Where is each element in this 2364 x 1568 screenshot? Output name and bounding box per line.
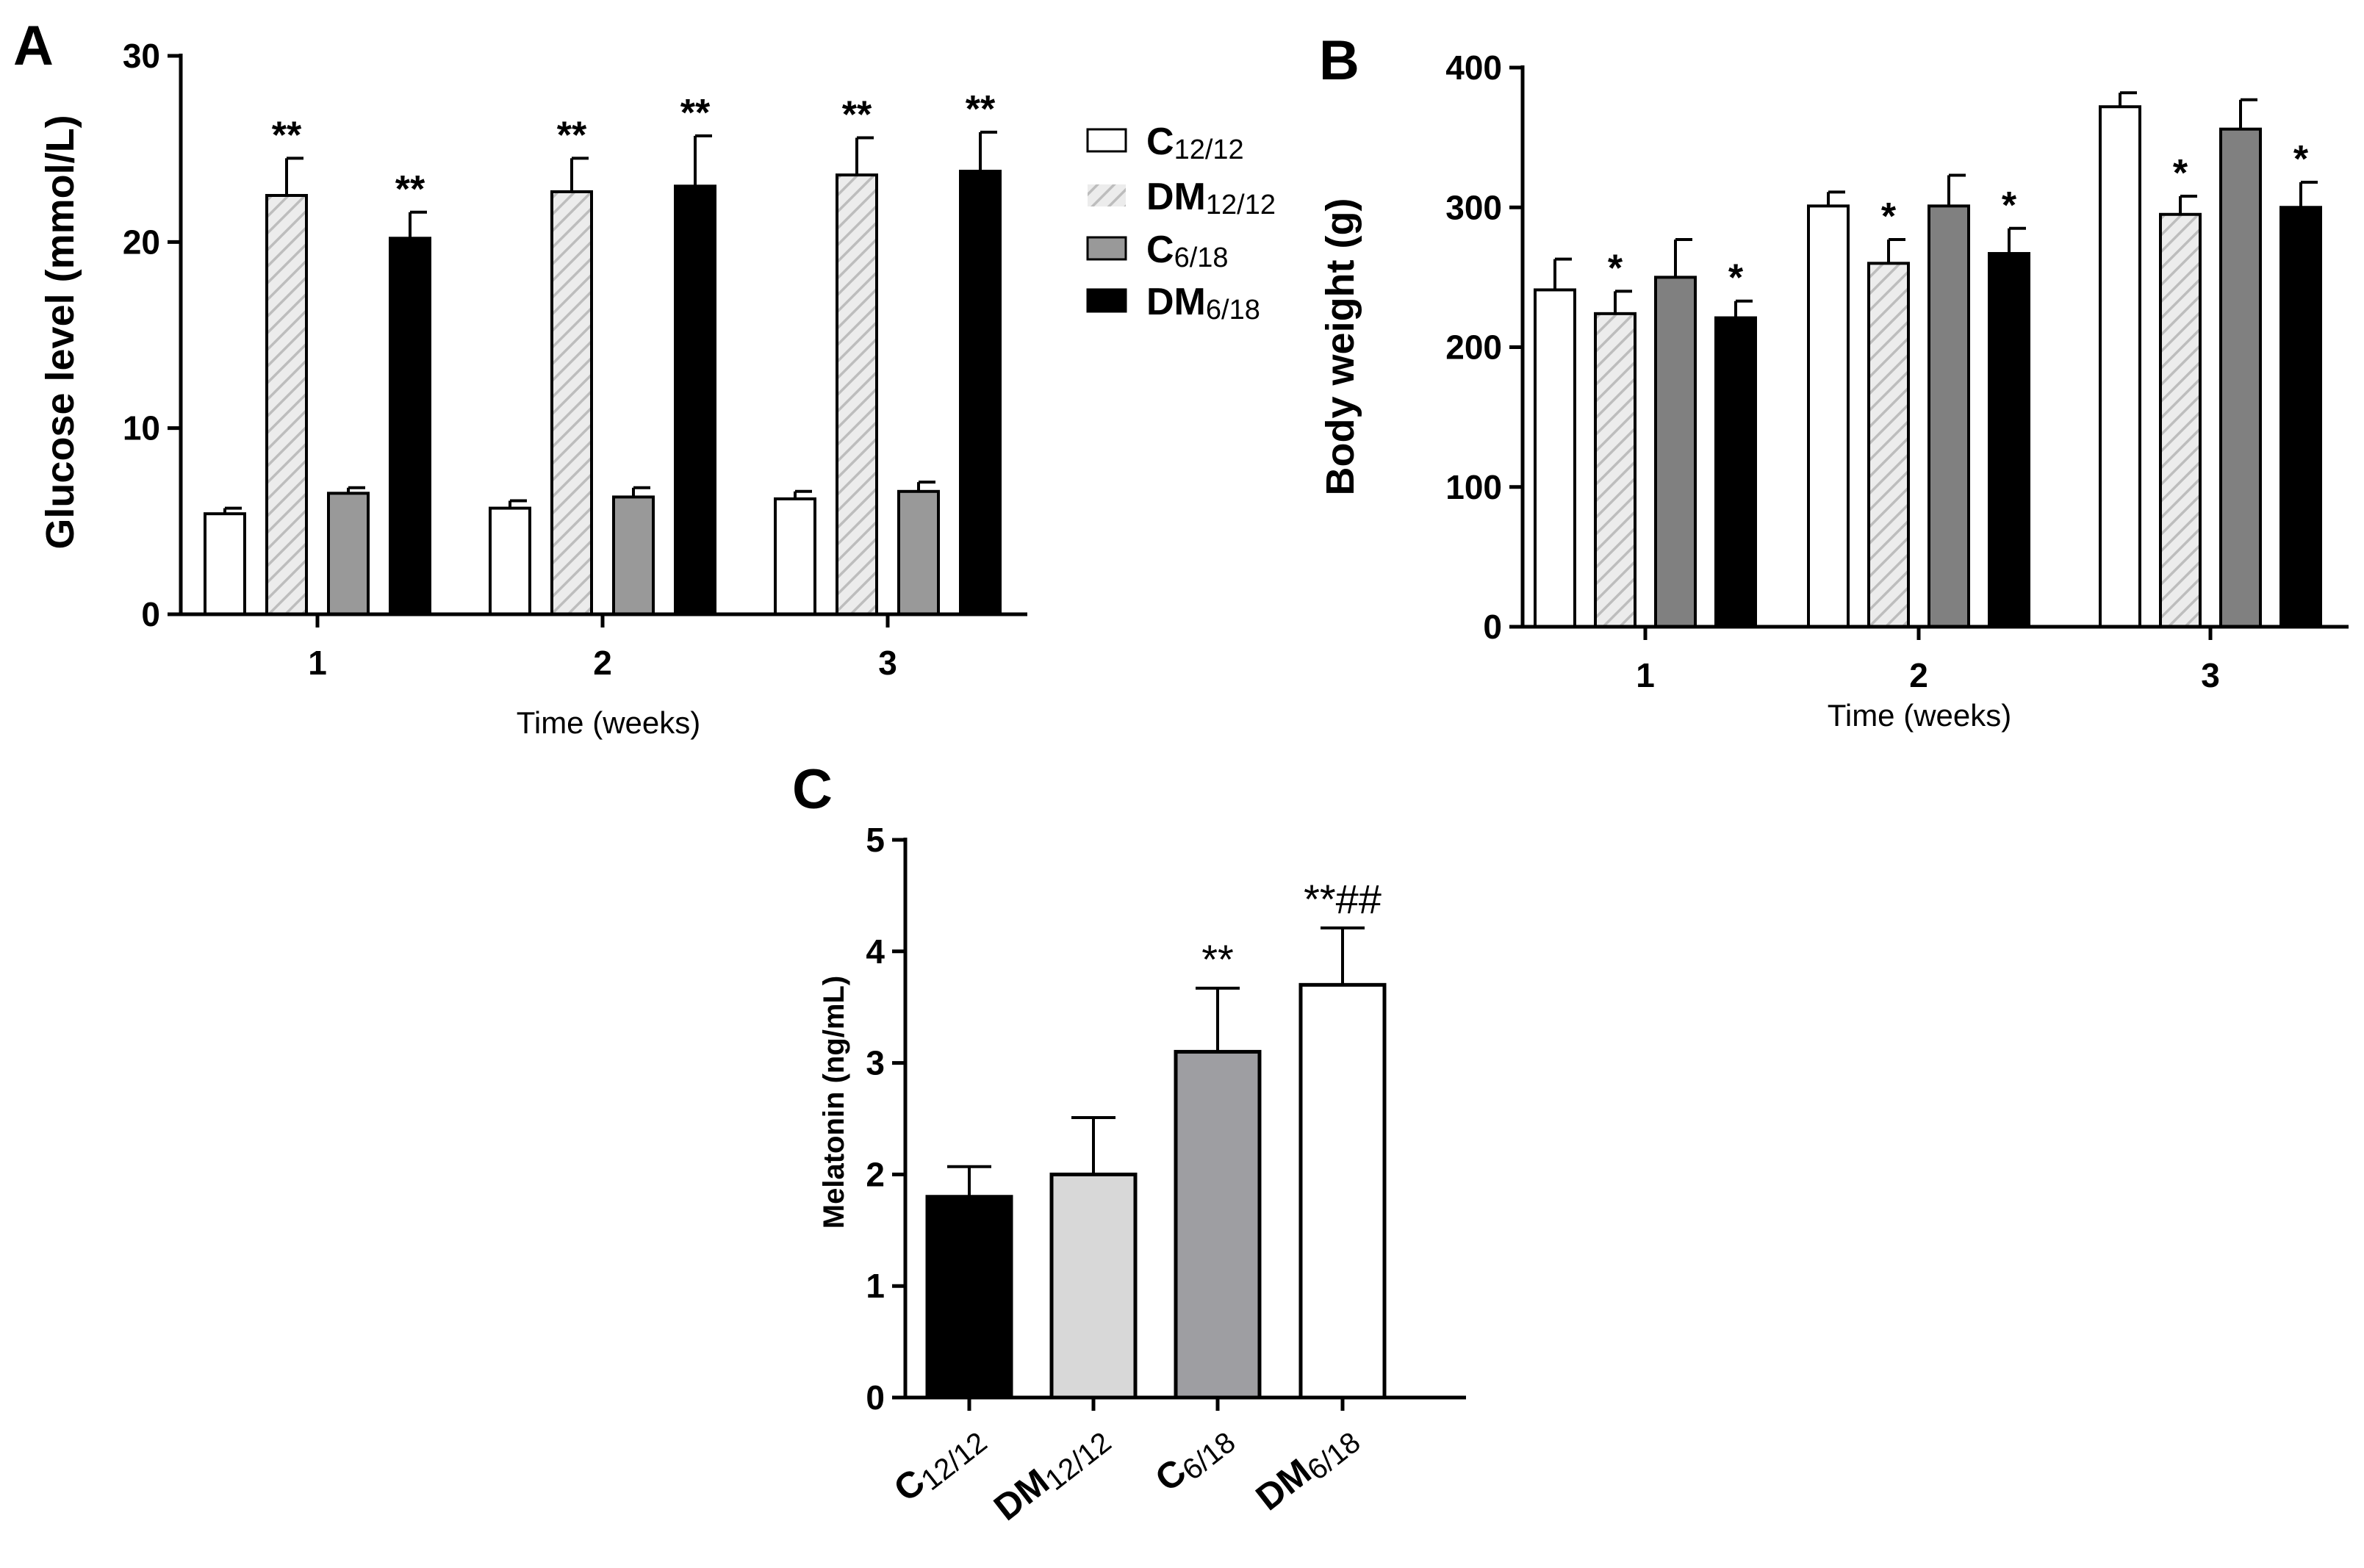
panel-a-bar-c6-18-week2 [612,495,655,616]
legend: C12/12 DM12/12 C6/18 DM6/18 [1086,121,1276,326]
panel-c-x-tick-label-dm12-12: DM12/12 [986,1416,1117,1532]
panel-c-ylabel: Melatonin (ng/mL) [818,976,850,1229]
panel-b-x-tick-label: 2 [1909,656,1928,694]
panel-a-bar-dm6-18-week2 [674,184,716,616]
legend-swatch-dm12-12 [1088,184,1126,206]
panel-letter-c: C [792,758,833,821]
panel-a-x-tick-label: 1 [308,644,327,682]
panel-b-bar-dm6-18-week1 [1714,316,1757,628]
panel-a-bar-dm12-12-week1 [265,194,308,616]
panel-a-y-tick-label: 20 [123,223,160,261]
panel-a-xlabel: Time (weeks) [517,705,700,740]
panel-a-ylabel: Glucose level (mmol/L) [38,115,82,549]
panel-a-significance-mark: ** [395,168,425,211]
panel-b-axes: 0 100 200 300 400 1 2 3 [1445,48,2349,694]
panel-b-y-tick-label: 0 [1483,608,1502,646]
panel-c-y-tick-label: 2 [866,1155,885,1193]
legend-label-dm6-18: DM6/18 [1146,281,1260,326]
panel-b-bar-c6-18-week2 [1928,204,1970,629]
panel-b-y-tick-label: 400 [1445,48,1502,87]
panel-a-significance-mark: ** [557,114,587,157]
panel-a-significance-mark: ** [842,93,872,136]
legend-swatch-dm6-18 [1086,288,1127,313]
panel-c-y-tick-label: 3 [866,1044,885,1082]
panel-a-bar-c12-12-week2 [489,506,531,616]
legend-label-c6-18: C6/18 [1146,229,1229,273]
panel-c-y-tick-label: 5 [866,821,885,859]
panel-a-significance-mark: ** [966,88,996,131]
panel-b-bars: * * * * * * [1534,91,2322,629]
panel-c-x-tick-label-c6-18: C6/18 [1147,1416,1241,1503]
panel-b-y-tick-label: 100 [1445,468,1502,506]
panel-c-x-tick-label-dm6-18: DM6/18 [1249,1416,1367,1522]
panel-a-bar-dm6-18-week3 [959,170,1002,616]
panel-letter-a: A [13,15,54,77]
panel-letter-b: B [1319,29,1359,92]
panel-a-axes: 0 10 20 30 1 2 3 [123,37,1027,682]
panel-c-bar-dm12-12 [1049,1172,1138,1400]
panel-b-y-tick-label: 300 [1445,188,1502,226]
panel-b-significance-mark: * [2002,184,2017,227]
panel-c-y-tick-label: 1 [866,1267,885,1305]
legend-label-dm12-12: DM12/12 [1146,176,1276,220]
panel-b-bar-c6-18-week1 [1654,276,1697,628]
legend-label-c12-12: C12/12 [1146,121,1244,165]
panel-a-x-tick-label: 2 [593,644,612,682]
panel-a-significance-mark: ** [272,114,302,157]
panel-a-bar-dm12-12-week3 [836,173,878,616]
panel-a-y-tick-label: 30 [123,37,160,75]
panel-b-significance-mark: * [1881,195,1897,238]
panel-b-bar-dm12-12-week3 [2159,212,2202,628]
panel-b-significance-mark: * [1608,247,1623,289]
panel-a-glucose-chart: ** ** ** ** ** ** 0 10 20 30 1 2 3 Glucose level (m… [38,37,1027,740]
panel-b-bar-dm6-18-week3 [2279,206,2322,628]
legend-swatch-c12-12 [1086,128,1127,153]
panel-c-y-tick-label: 0 [866,1378,885,1417]
panel-c-bar-dm6-18 [1298,982,1387,1400]
panel-a-x-tick-label: 3 [878,644,897,682]
panel-b-bar-dm12-12-week2 [1867,262,1910,628]
panel-b-significance-mark: * [1728,257,1744,300]
panel-b-x-tick-label: 3 [2201,656,2220,694]
legend-swatch-c6-18 [1086,236,1127,261]
panel-a-y-tick-label: 10 [123,409,160,447]
panel-c-bar-c12-12 [925,1195,1013,1400]
panel-b-bar-dm12-12-week1 [1594,312,1637,628]
panel-c-bars: ** **## [925,876,1387,1400]
panel-b-bar-dm6-18-week2 [1988,252,2030,628]
panel-c-y-tick-label: 4 [866,932,885,971]
panel-a-significance-mark: ** [680,92,711,134]
panel-b-bar-c12-12-week2 [1807,204,1850,629]
panel-c-significance-mark: ** [1201,936,1234,982]
panel-b-significance-mark: * [2173,152,2188,195]
panel-b-x-tick-label: 1 [1636,656,1655,694]
panel-c-x-tick-label-c12-12: C12/12 [886,1416,994,1514]
panel-c-bar-c6-18 [1174,1049,1262,1400]
panel-a-bar-c6-18-week3 [897,489,940,616]
panel-a-bar-c12-12-week1 [204,512,246,616]
panel-b-xlabel: Time (weeks) [1828,698,2011,733]
panel-b-ylabel: Body weight (g) [1318,198,1362,496]
panel-b-bar-c6-18-week3 [2219,127,2262,628]
panel-a-bars: ** ** ** ** ** ** [204,88,1002,616]
panel-a-y-tick-label: 0 [141,595,160,633]
panel-a-bar-dm12-12-week2 [550,190,593,616]
panel-a-bar-c6-18-week1 [327,492,370,616]
panel-a-bar-c12-12-week3 [774,497,816,616]
panel-c-significance-mark: **## [1304,876,1382,922]
panel-b-y-tick-label: 200 [1445,328,1502,367]
panel-b-significance-mark: * [2293,138,2309,181]
panel-b-bar-c12-12-week1 [1534,288,1576,628]
panel-b-bar-c12-12-week3 [2099,105,2141,628]
panel-a-bar-dm6-18-week1 [389,237,431,616]
